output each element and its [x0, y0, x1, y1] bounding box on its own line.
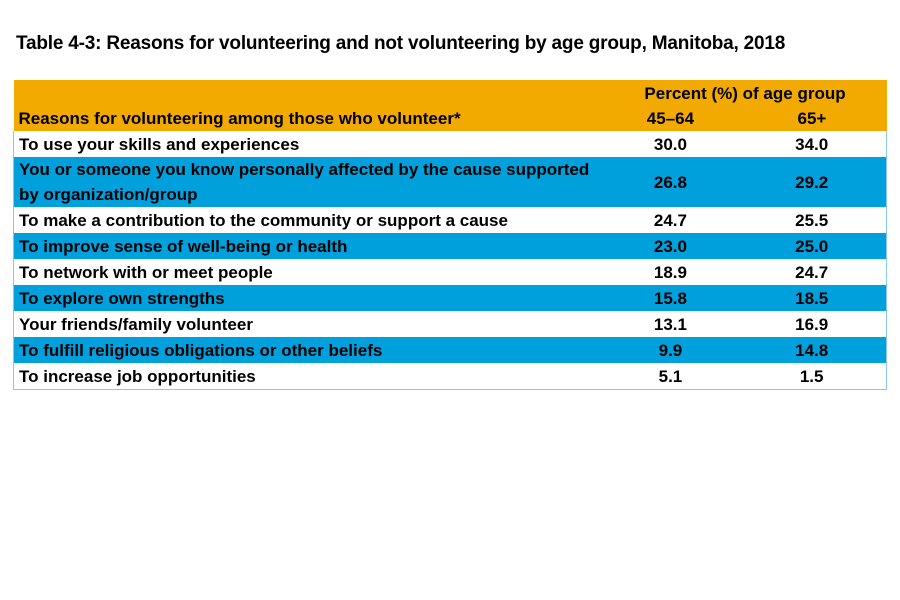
row-value: 14.8 — [795, 340, 829, 360]
row-value: 29.2 — [795, 172, 829, 192]
row-value: 23.0 — [653, 236, 687, 256]
table-row: To improve sense of well-being or health… — [13, 233, 887, 259]
row-value: 5.1 — [658, 366, 683, 386]
table-row: Your friends/family volunteer 13.1 16.9 — [13, 311, 887, 337]
row-label: Your friends/family volunteer — [19, 314, 253, 334]
row-value: 1.5 — [799, 366, 824, 386]
row-value: 24.7 — [795, 262, 829, 282]
row-value: 26.8 — [653, 172, 687, 192]
table-title: Table 4-3: Reasons for volunteering and … — [16, 33, 786, 54]
column-header-65-plus: 65+ — [797, 109, 827, 128]
table-row: To fulfill religious obligations or othe… — [13, 337, 887, 363]
row-value: 13.1 — [653, 314, 687, 334]
table-row: To increase job opportunities 5.1 1.5 — [13, 363, 887, 390]
row-label: To use your skills and experiences — [19, 134, 300, 154]
column-header-45-64: 45–64 — [646, 109, 695, 128]
table-row: To network with or meet people 18.9 24.7 — [13, 259, 887, 285]
row-value: 30.0 — [653, 134, 687, 154]
data-table: Percent (%) of age group Reasons for vol… — [13, 80, 887, 390]
row-value: 16.9 — [795, 314, 829, 334]
row-value: 18.5 — [795, 288, 829, 308]
row-label: To increase job opportunities — [19, 366, 256, 386]
header-row-1: Percent (%) of age group — [13, 80, 887, 106]
row-label: To make a contribution to the community … — [19, 210, 508, 230]
row-value: 25.5 — [795, 210, 829, 230]
table-row: To explore own strengths 15.8 18.5 — [13, 285, 887, 311]
header-row-2: Reasons for volunteering among those who… — [13, 106, 887, 131]
row-value: 24.7 — [653, 210, 687, 230]
row-label: You or someone you know personally affec… — [19, 160, 590, 204]
table-row: To make a contribution to the community … — [13, 207, 887, 233]
row-label-header: Reasons for volunteering among those who… — [18, 109, 461, 128]
row-value: 15.8 — [653, 288, 687, 308]
column-group-header: Percent (%) of age group — [644, 84, 846, 103]
row-value: 25.0 — [795, 236, 829, 256]
table-row: You or someone you know personally affec… — [13, 157, 887, 207]
row-label: To explore own strengths — [19, 288, 225, 308]
row-label: To fulfill religious obligations or othe… — [19, 340, 383, 360]
row-label: To network with or meet people — [19, 262, 273, 282]
row-value: 34.0 — [795, 134, 829, 154]
row-label: To improve sense of well-being or health — [19, 236, 348, 256]
row-value: 18.9 — [653, 262, 687, 282]
table-row: To use your skills and experiences 30.0 34… — [13, 131, 887, 157]
row-value: 9.9 — [658, 340, 683, 360]
